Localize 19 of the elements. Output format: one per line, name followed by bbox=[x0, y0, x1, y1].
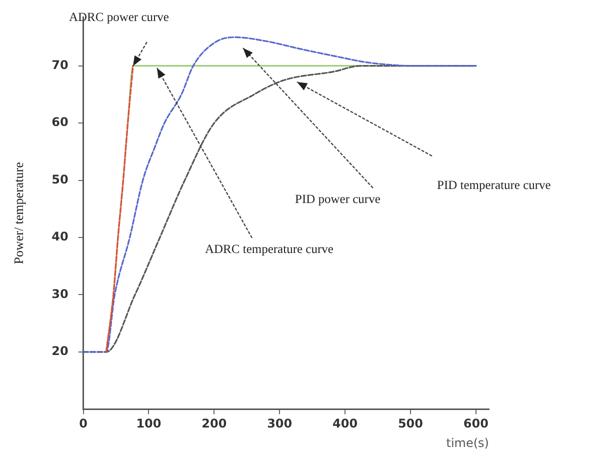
annotation: PID power curve bbox=[295, 192, 380, 207]
x-tick-label: 300 bbox=[267, 416, 292, 431]
annotation: PID temperature curve bbox=[437, 178, 551, 193]
annotation: ADRC temperature curve bbox=[205, 242, 334, 257]
y-tick-label: 20 bbox=[52, 344, 68, 358]
x-tick-label: 100 bbox=[136, 416, 162, 431]
x-tick-label: 600 bbox=[463, 416, 488, 431]
y-tick-label: 50 bbox=[52, 172, 68, 186]
x-tick-label: 500 bbox=[398, 416, 424, 431]
y-tick-label: 60 bbox=[52, 115, 68, 130]
x-tick-label: 0 bbox=[79, 416, 88, 431]
x-tick-label: 400 bbox=[332, 416, 358, 431]
annotation: ADRC power curve bbox=[69, 10, 169, 25]
y-axis-title: Power/ temperature bbox=[11, 162, 26, 264]
y-tick-label: 30 bbox=[52, 286, 68, 301]
x-tick-label: 200 bbox=[202, 416, 227, 431]
y-tick-label: 70 bbox=[52, 58, 68, 72]
x-axis-title: time(s) bbox=[446, 436, 489, 450]
y-tick-label: 40 bbox=[52, 230, 68, 244]
